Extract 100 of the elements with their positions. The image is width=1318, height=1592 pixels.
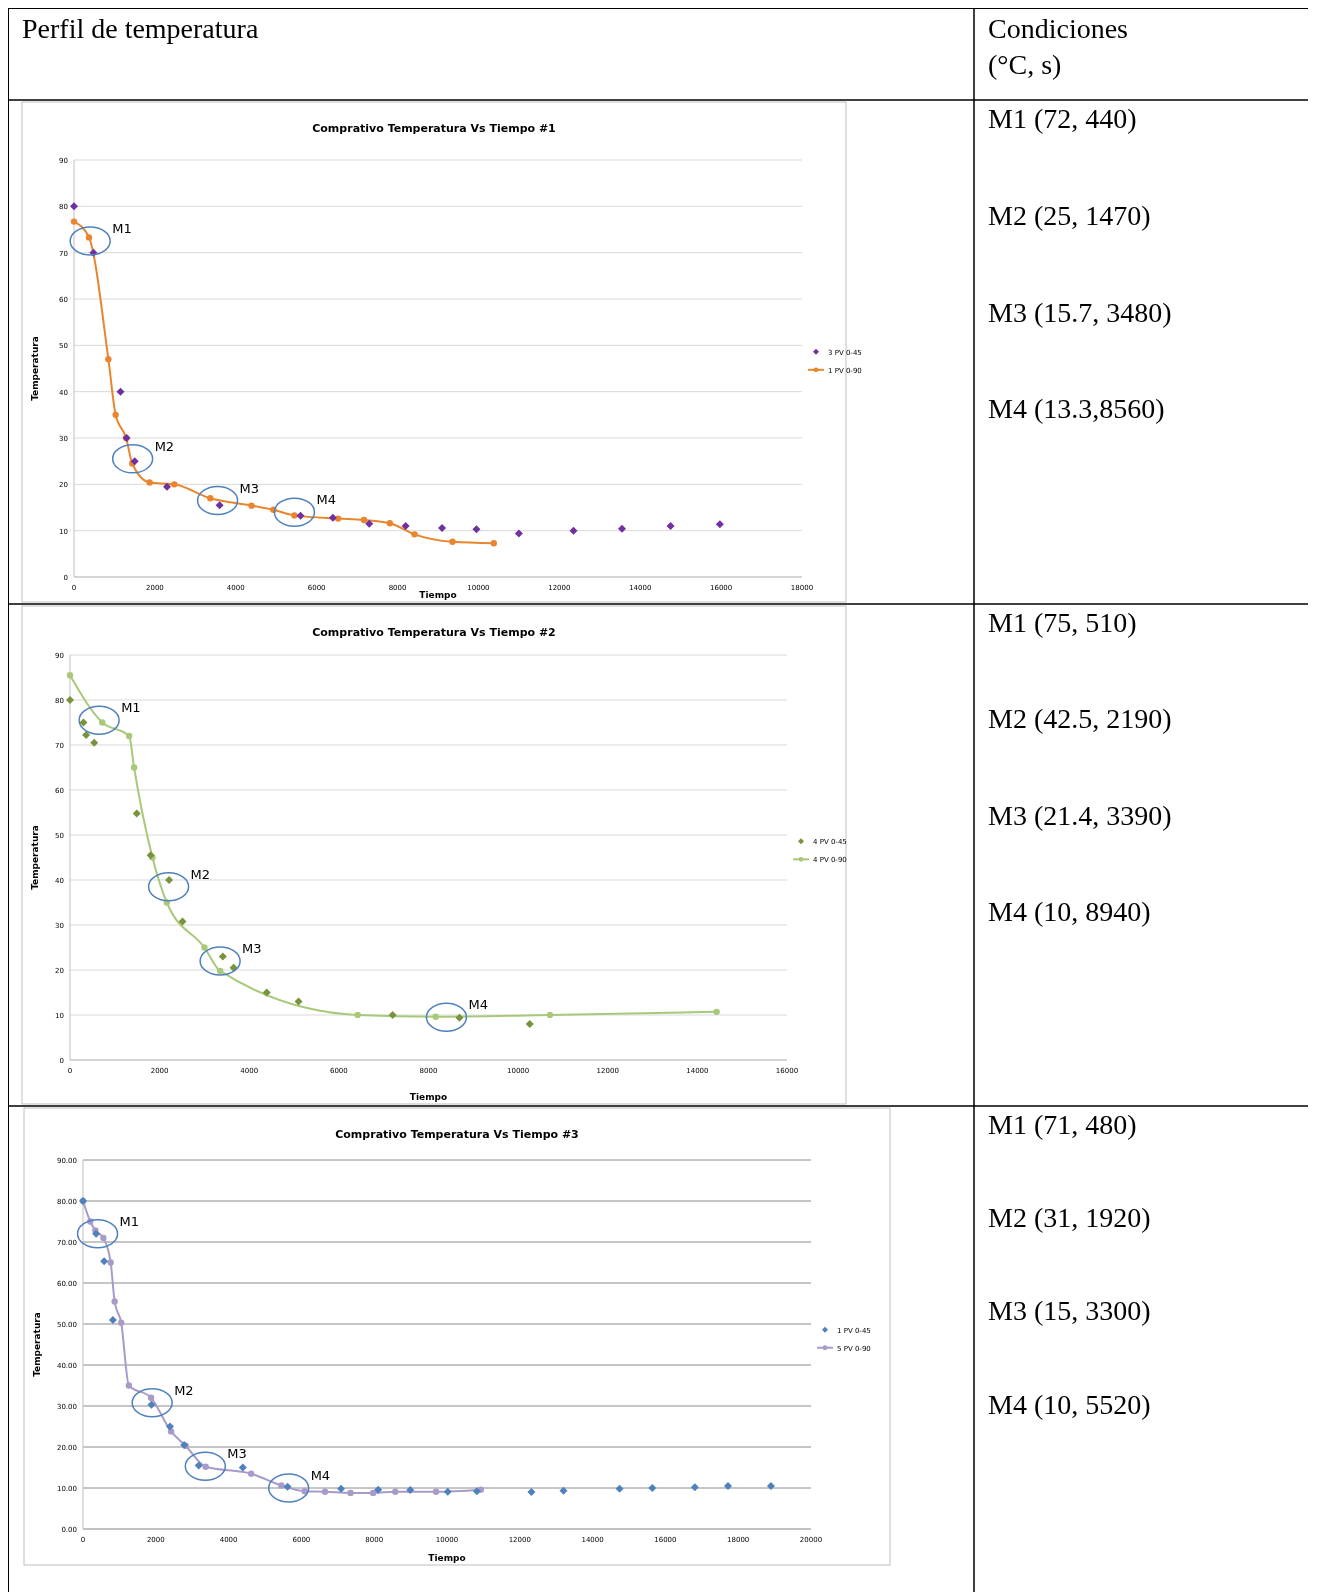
point <box>248 502 255 509</box>
point <box>321 1488 329 1495</box>
point <box>70 202 78 211</box>
text: M4 (10, 8940) <box>988 896 1151 928</box>
point <box>296 511 305 520</box>
point <box>472 525 481 534</box>
text: M2 (25, 1470) <box>988 199 1151 231</box>
point <box>66 696 74 704</box>
point <box>201 944 208 951</box>
point <box>125 1382 133 1389</box>
point <box>347 1489 354 1497</box>
point <box>85 234 93 241</box>
text: M4 (10, 5520) <box>988 1388 1151 1420</box>
point <box>112 411 119 419</box>
point <box>283 1482 292 1491</box>
point <box>766 1481 775 1490</box>
point <box>432 1013 439 1020</box>
point <box>388 1011 397 1019</box>
annotation: M4 <box>468 997 488 1013</box>
annotation: M3 <box>239 480 260 496</box>
y-axis-title: Temperatura <box>32 1312 42 1377</box>
point <box>615 1484 624 1493</box>
point <box>514 529 523 538</box>
point <box>406 1486 415 1495</box>
text: M3 (21.4, 3390) <box>988 799 1172 831</box>
text: M4 (13.3,8560) <box>988 393 1165 425</box>
point <box>146 479 153 486</box>
point <box>163 482 172 491</box>
point <box>111 1298 118 1305</box>
text: M1 (72, 440) <box>988 103 1137 134</box>
point <box>100 1257 109 1266</box>
point <box>525 1020 534 1028</box>
point <box>247 1470 255 1477</box>
point <box>262 988 271 997</box>
annotation: M3 <box>242 941 262 956</box>
point <box>294 997 303 1006</box>
annotation: M1 <box>112 221 132 237</box>
point <box>443 1487 452 1496</box>
point <box>715 520 724 529</box>
annotation: M3 <box>227 1446 247 1462</box>
point <box>82 731 91 740</box>
point <box>194 1461 203 1470</box>
text: Condiciones (°C, s) <box>988 13 1128 80</box>
point <box>569 526 578 535</box>
y-axis-title: Temperatura <box>30 336 40 401</box>
point <box>278 1482 285 1489</box>
point <box>386 520 394 527</box>
point <box>401 522 410 531</box>
annotation: M2 <box>174 1382 194 1398</box>
x-axis-title: Tiempo <box>428 1553 466 1563</box>
point <box>118 1319 125 1326</box>
point <box>618 524 627 533</box>
point <box>238 1463 247 1472</box>
chart-title: Comprativo Temperatura Vs Tiempo #3 <box>335 1128 579 1141</box>
point <box>171 481 178 488</box>
text: M1 (75, 510) <box>988 607 1137 638</box>
point <box>90 738 99 747</box>
x-axis-title: Tiempo <box>409 1092 448 1102</box>
point <box>455 1013 464 1022</box>
point <box>165 876 174 884</box>
point <box>218 952 227 961</box>
point <box>178 917 187 926</box>
point <box>713 1008 720 1016</box>
point <box>411 531 418 538</box>
point <box>648 1484 657 1492</box>
point <box>666 522 675 531</box>
point <box>116 387 125 396</box>
point <box>559 1486 568 1495</box>
text: M3 (15, 3300) <box>988 1295 1151 1327</box>
point <box>392 1488 399 1495</box>
point <box>472 1487 481 1496</box>
annotation: M4 <box>316 492 336 508</box>
point <box>546 1011 554 1019</box>
point <box>337 1484 346 1493</box>
point <box>66 672 74 679</box>
point <box>216 967 224 975</box>
point <box>432 1488 440 1495</box>
point <box>369 1489 377 1497</box>
point <box>99 719 106 726</box>
point <box>438 523 447 532</box>
point <box>527 1488 536 1497</box>
annotation: M1 <box>121 700 141 716</box>
annotation: M2 <box>190 866 211 882</box>
annotation: M4 <box>310 1468 331 1483</box>
y-axis-title: Temperatura <box>30 825 40 890</box>
point <box>130 764 138 771</box>
point <box>215 501 224 510</box>
point <box>132 809 141 818</box>
point <box>490 539 498 547</box>
point <box>328 513 337 522</box>
chart-title: Comprativo Temperatura Vs Tiempo #1 <box>312 122 556 135</box>
point <box>291 512 298 519</box>
annotation: M1 <box>119 1213 140 1229</box>
x-axis-title: Tiempo <box>419 590 457 600</box>
point <box>374 1485 383 1494</box>
point <box>690 1483 699 1492</box>
point <box>70 218 78 225</box>
point <box>365 519 374 528</box>
point <box>147 1394 155 1401</box>
annotation: M2 <box>154 438 175 454</box>
